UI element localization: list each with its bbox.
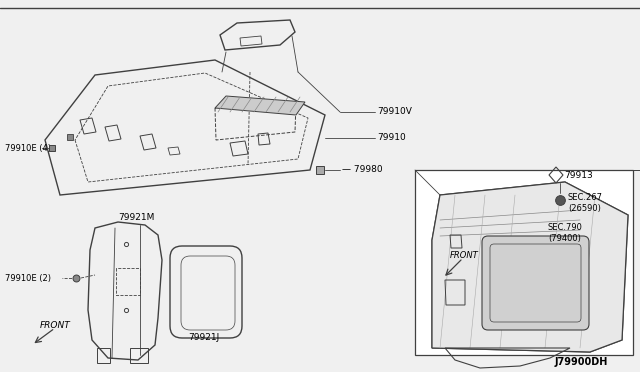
- Text: J79900DH: J79900DH: [555, 357, 609, 367]
- FancyBboxPatch shape: [482, 236, 589, 330]
- Text: 79910E (4): 79910E (4): [5, 144, 51, 153]
- Text: 79913: 79913: [564, 170, 593, 180]
- Text: SEC.267: SEC.267: [568, 193, 603, 202]
- Text: SEC.790: SEC.790: [548, 224, 583, 232]
- Polygon shape: [432, 182, 628, 352]
- Text: 79921J: 79921J: [188, 334, 220, 343]
- Text: FRONT: FRONT: [450, 250, 479, 260]
- Text: 79910V: 79910V: [377, 108, 412, 116]
- Text: 79910E (2): 79910E (2): [5, 273, 51, 282]
- Text: 79921M: 79921M: [118, 214, 154, 222]
- Text: (26590): (26590): [568, 203, 601, 212]
- Text: 79910: 79910: [377, 134, 406, 142]
- Text: — 79980: — 79980: [342, 166, 383, 174]
- Text: FRONT: FRONT: [40, 321, 71, 330]
- Polygon shape: [215, 96, 305, 115]
- Text: (79400): (79400): [548, 234, 581, 243]
- Bar: [415, 170, 633, 355]
